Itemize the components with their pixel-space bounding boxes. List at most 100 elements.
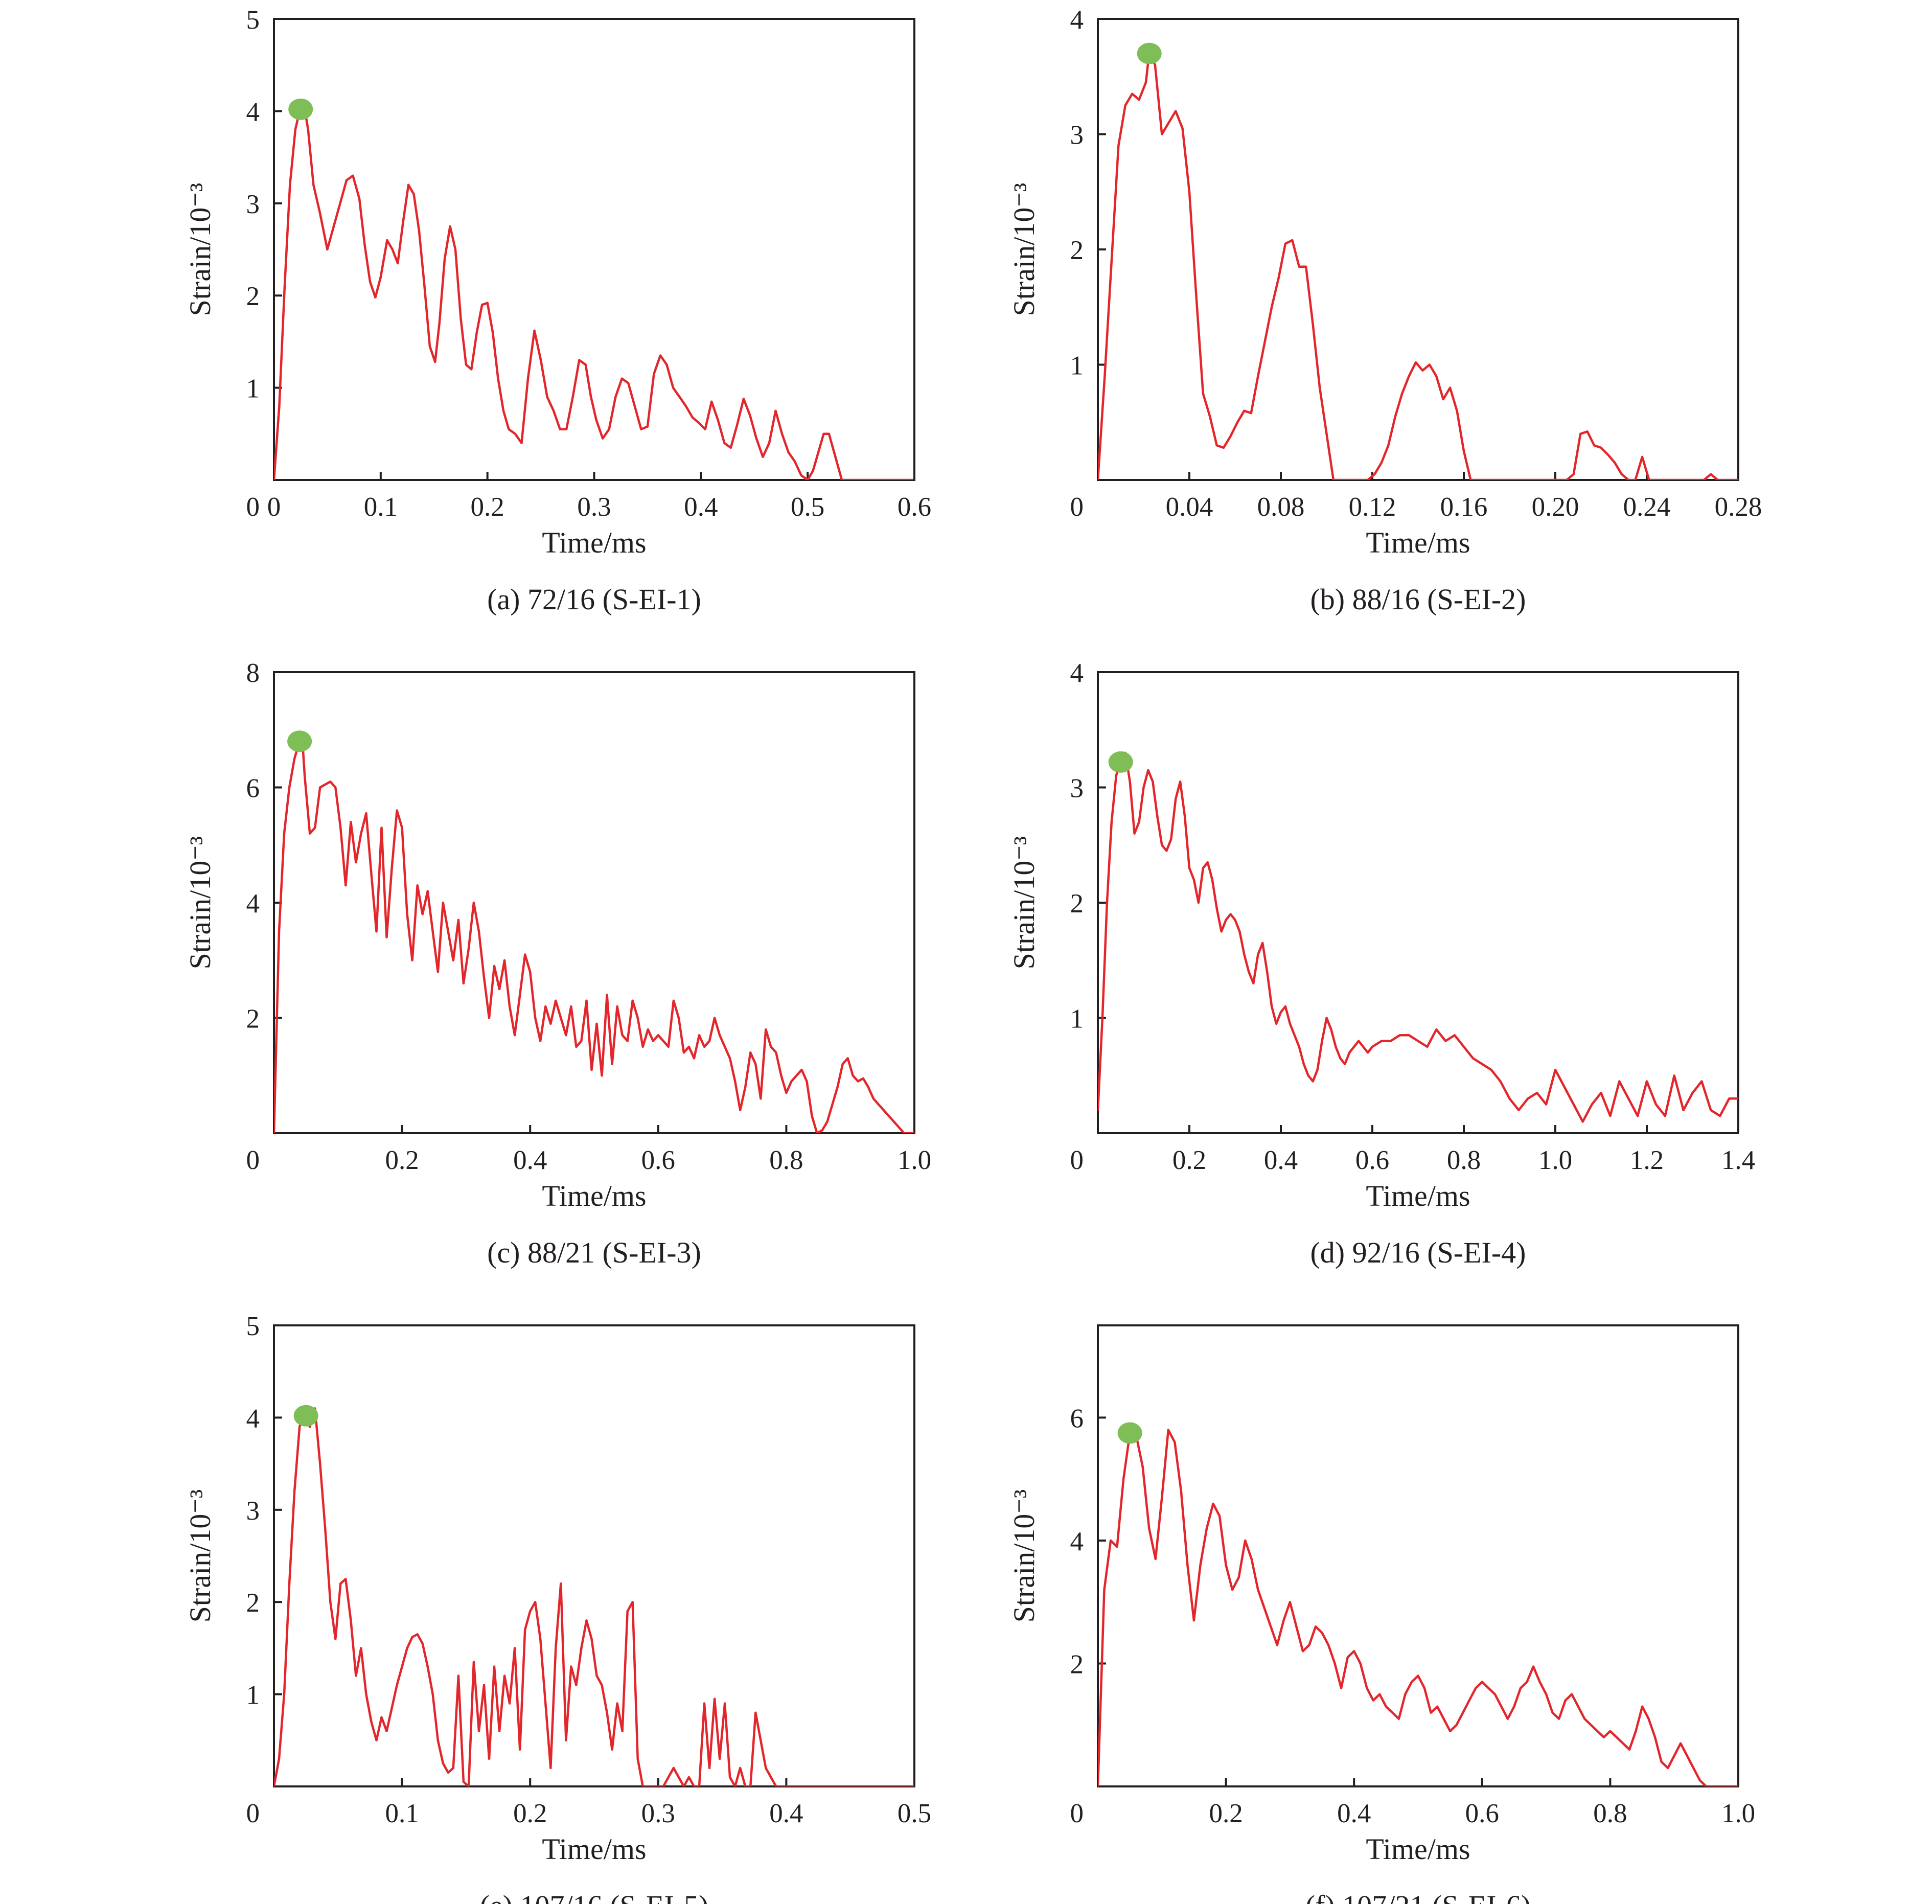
- y-tick-label: 2: [1070, 889, 1084, 919]
- x-axis-label: Time/ms: [1366, 526, 1470, 559]
- y-tick-label: 8: [246, 658, 260, 688]
- plot-frame: [273, 1324, 915, 1787]
- y-axis-label: Strain/10⁻³: [1007, 1489, 1041, 1623]
- y-tick-label: 3: [1070, 121, 1084, 150]
- x-tick-label: 1.0: [898, 1145, 931, 1175]
- x-tick-label: 0.6: [898, 492, 931, 522]
- x-tick-label: 0.2: [385, 1145, 419, 1175]
- y-tick-label: 5: [246, 5, 260, 35]
- x-tick-label: 1.2: [1630, 1145, 1664, 1175]
- x-tick-label: 0.4: [1264, 1145, 1298, 1175]
- y-tick-label: 4: [1070, 658, 1084, 688]
- x-axis-label: Time/ms: [1366, 1179, 1470, 1212]
- x-tick-label: 0.2: [471, 492, 504, 522]
- panel-caption: (a) 72/16 (S-EI-1): [487, 583, 701, 616]
- y-tick-label: 1: [1070, 351, 1084, 381]
- y-tick-label: 3: [246, 190, 260, 219]
- y-axis-label: Strain/10⁻³: [1007, 183, 1041, 316]
- x-tick-label: 1.0: [1721, 1799, 1755, 1828]
- x-tick-label: 0.1: [364, 492, 398, 522]
- y-tick-label: 2: [1070, 236, 1084, 265]
- y-tick-label: 4: [246, 1404, 260, 1433]
- origin-label: 0: [246, 1799, 260, 1828]
- y-tick-label: 1: [1070, 1004, 1084, 1034]
- x-tick-label: 0.04: [1166, 492, 1213, 522]
- x-tick-label: 0.28: [1715, 492, 1762, 522]
- y-axis-label: Strain/10⁻³: [183, 183, 217, 316]
- x-tick-label: 0.4: [513, 1145, 547, 1175]
- y-tick-label: 3: [246, 1496, 260, 1526]
- strain-series-line: [1098, 1429, 1738, 1786]
- x-tick-label: 0.24: [1623, 492, 1671, 522]
- x-tick-label: 0.8: [1593, 1799, 1627, 1828]
- x-tick-label: 0.8: [1447, 1145, 1481, 1175]
- plot-frame: [273, 671, 915, 1134]
- y-tick-label: 2: [246, 282, 260, 311]
- strain-series-line: [274, 734, 914, 1133]
- y-tick-label: 4: [246, 889, 260, 919]
- peak-marker: [1137, 42, 1162, 64]
- x-tick-label: 0.20: [1532, 492, 1579, 522]
- x-tick-label: 0.5: [898, 1799, 931, 1828]
- x-tick-label: 0.4: [769, 1799, 803, 1828]
- y-tick-label: 2: [1070, 1649, 1084, 1679]
- panel-caption: (b) 88/16 (S-EI-2): [1310, 583, 1526, 616]
- origin-label: 0: [246, 1145, 260, 1175]
- y-axis-label: Strain/10⁻³: [183, 836, 217, 970]
- y-tick-label: 5: [246, 1312, 260, 1341]
- x-tick-label: 0.2: [1209, 1799, 1243, 1828]
- x-axis-label: Time/ms: [542, 1832, 646, 1866]
- plot-frame: [1097, 671, 1739, 1134]
- origin-label: 0: [1070, 1799, 1084, 1828]
- chart-panel-4: 1 2 3 4 0.2 0.4 0.6 0.8 1.0 1.2 1.4 0 Time/ms Strain/…: [1007, 658, 1755, 1269]
- x-tick-label: 1.4: [1721, 1145, 1755, 1175]
- panel-caption: (c) 88/21 (S-EI-3): [487, 1236, 701, 1269]
- x-tick-label: 0.6: [641, 1145, 675, 1175]
- strain-series-line: [274, 102, 914, 480]
- chart-panel-3: 2 4 6 8 0.2 0.4 0.6 0.8 1.0 0 Time/ms Strain/10⁻³ (c…: [183, 658, 931, 1269]
- x-tick-label: 0.8: [769, 1145, 803, 1175]
- x-tick-label: 1.0: [1538, 1145, 1572, 1175]
- y-tick-label: 4: [246, 97, 260, 127]
- x-tick-label: 0: [267, 492, 281, 522]
- y-axis-label: Strain/10⁻³: [1007, 836, 1041, 970]
- plot-frame: [1097, 1324, 1739, 1787]
- x-tick-label: 0.3: [577, 492, 611, 522]
- x-tick-label: 0.2: [1172, 1145, 1206, 1175]
- x-tick-label: 0.2: [513, 1799, 547, 1828]
- y-axis-label: Strain/10⁻³: [183, 1489, 217, 1623]
- x-axis-label: Time/ms: [542, 1179, 646, 1212]
- x-tick-label: 0.16: [1440, 492, 1488, 522]
- peak-marker: [287, 730, 312, 752]
- y-tick-label: 6: [246, 774, 260, 804]
- x-tick-label: 0.6: [1465, 1799, 1499, 1828]
- y-tick-label: 1: [246, 374, 260, 404]
- peak-marker: [293, 1405, 318, 1427]
- x-tick-label: 0.4: [1337, 1799, 1371, 1828]
- chart-panel-1: 1 2 3 4 5 0 0.1 0.2 0.3 0.4 0.5 0.6 0 Time/ms Strain/1…: [183, 5, 931, 616]
- x-tick-label: 0.4: [684, 492, 718, 522]
- x-axis-label: Time/ms: [542, 526, 646, 559]
- chart-panel-2: 1 2 3 4 0.04 0.08 0.12 0.16 0.20 0.24 0.28 0 Time/ms…: [1007, 5, 1762, 616]
- x-axis-label: Time/ms: [1366, 1832, 1470, 1866]
- y-tick-label: 4: [1070, 5, 1084, 35]
- peak-marker: [1117, 1422, 1142, 1444]
- y-tick-label: 1: [246, 1681, 260, 1710]
- origin-label: 0: [246, 492, 260, 522]
- chart-panel-5: 1 2 3 4 5 0.1 0.2 0.3 0.4 0.5 0 Time/ms Strain/10⁻³ (…: [183, 1312, 931, 1904]
- x-tick-label: 0.1: [385, 1799, 419, 1828]
- peak-marker: [288, 98, 313, 120]
- y-tick-label: 4: [1070, 1527, 1084, 1556]
- origin-label: 0: [1070, 1145, 1084, 1175]
- y-tick-label: 6: [1070, 1404, 1084, 1433]
- x-tick-label: 0.5: [791, 492, 824, 522]
- x-tick-label: 0.3: [641, 1799, 675, 1828]
- panel-caption: (e) 107/16 (S-EI-5): [480, 1889, 709, 1904]
- chart-panel-6: 2 4 6 0.2 0.4 0.6 0.8 1.0 0 Time/ms Strain/10⁻³ (f)…: [1007, 1324, 1755, 1904]
- peak-marker: [1108, 751, 1133, 773]
- x-tick-label: 0.08: [1257, 492, 1305, 522]
- y-tick-label: 2: [246, 1588, 260, 1618]
- strain-series-line: [1098, 751, 1738, 1123]
- y-tick-label: 2: [246, 1004, 260, 1034]
